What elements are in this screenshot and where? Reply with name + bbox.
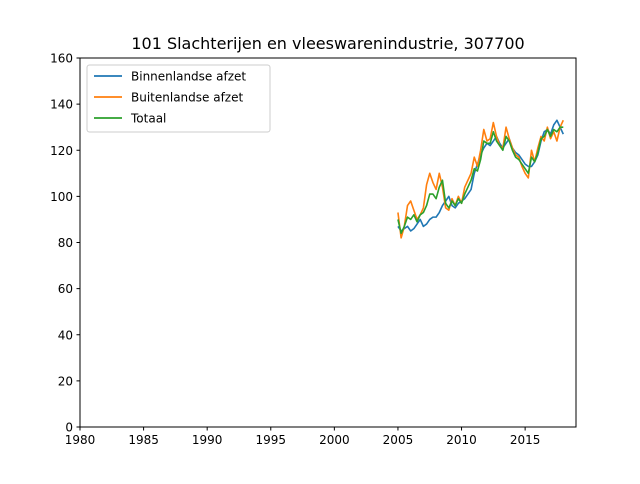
series-line-2 <box>397 126 564 235</box>
y-tick-label: 40 <box>58 328 73 342</box>
x-tick-label: 1990 <box>192 433 223 447</box>
y-tick-label: 160 <box>50 52 73 66</box>
chart-title: 101 Slachterijen en vleeswarenindustrie,… <box>131 34 524 53</box>
x-tick-label: 2010 <box>446 433 477 447</box>
x-tick-label: 2000 <box>319 433 350 447</box>
series-layer <box>397 119 565 239</box>
legend-box <box>86 64 271 133</box>
y-tick-label: 20 <box>58 374 73 388</box>
x-tick-label: 2015 <box>510 433 541 447</box>
x-tick-label: 1995 <box>255 433 286 447</box>
y-tick-label: 100 <box>50 190 73 204</box>
legend-label-0: Binnenlandse afzet <box>131 70 246 84</box>
y-tick-label: 120 <box>50 144 73 158</box>
y-tick-label: 0 <box>65 421 73 435</box>
y-tick-label: 60 <box>58 282 73 296</box>
x-tick-label: 1980 <box>65 433 96 447</box>
legend: Binnenlandse afzet Buitenlandse afzet Tota… <box>86 64 271 133</box>
x-tick-label: 2005 <box>383 433 414 447</box>
legend-label-1: Buitenlandse afzet <box>131 91 243 105</box>
x-tick-label: 1985 <box>128 433 159 447</box>
y-tick-label: 80 <box>58 236 73 250</box>
y-tick-label: 140 <box>50 98 73 112</box>
axes-layer: 1980 1985 1990 1995 2000 2005 2010 2015 0 20 40 60 8… <box>50 52 577 447</box>
legend-label-2: Totaal <box>130 112 166 126</box>
